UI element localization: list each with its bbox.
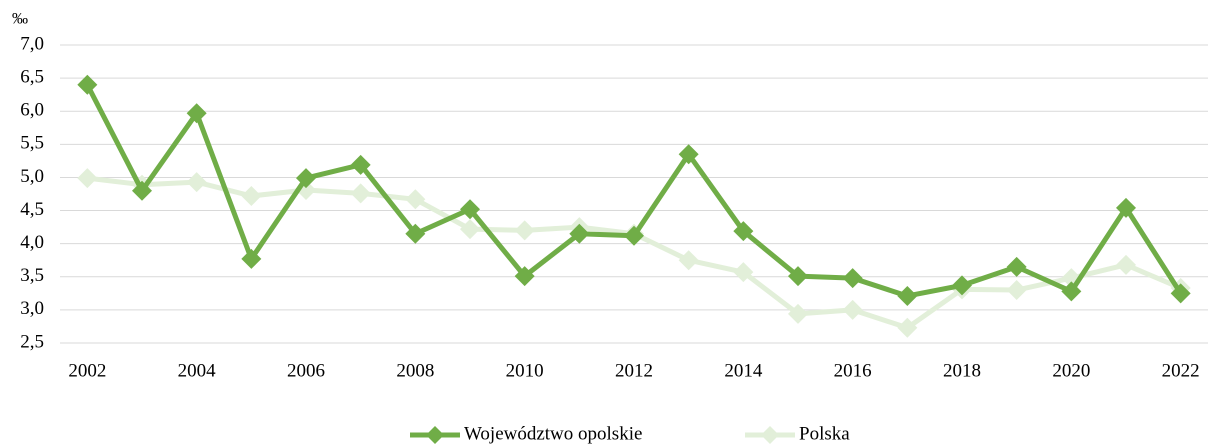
x-tick-label: 2006: [287, 360, 325, 381]
marker: [1116, 254, 1136, 275]
marker: [460, 219, 480, 240]
x-tick-label: 2014: [724, 360, 763, 381]
x-tick-label: 2022: [1162, 360, 1200, 381]
y-unit: ‰: [12, 11, 28, 28]
marker: [186, 103, 207, 124]
legend-marker: [426, 426, 444, 444]
marker: [1116, 197, 1136, 218]
marker: [241, 185, 262, 206]
legend-marker: [761, 426, 779, 444]
marker: [460, 199, 480, 220]
x-tick-label: 2002: [68, 360, 106, 381]
marker: [186, 172, 207, 193]
y-tick-label: 3,5: [20, 265, 44, 286]
marker: [350, 154, 371, 175]
marker: [1006, 280, 1027, 301]
marker: [77, 74, 98, 95]
marker: [788, 303, 808, 324]
x-tick-label: 2018: [943, 360, 981, 381]
marker: [788, 266, 808, 287]
marker: [569, 223, 590, 244]
y-tick-label: 4,0: [20, 232, 44, 253]
legend-label: Polska: [799, 423, 850, 444]
marker: [842, 268, 863, 289]
marker: [405, 189, 426, 210]
legend-label: Województwo opolskie: [464, 423, 642, 444]
marker: [514, 220, 535, 241]
y-tick-label: 3,0: [20, 298, 44, 319]
marker: [897, 285, 918, 306]
x-tick-label: 2020: [1052, 360, 1090, 381]
x-tick-label: 2008: [396, 360, 434, 381]
marker: [1006, 256, 1027, 277]
x-tick-label: 2012: [615, 360, 653, 381]
y-tick-label: 5,5: [20, 133, 44, 154]
marker: [952, 275, 972, 296]
marker: [678, 250, 699, 271]
y-tick-label: 7,0: [20, 33, 44, 54]
marker: [77, 168, 98, 189]
marker: [514, 266, 535, 287]
x-tick-label: 2004: [178, 360, 217, 381]
y-tick-label: 6,0: [20, 100, 44, 121]
marker: [296, 168, 316, 189]
y-tick-label: 2,5: [20, 331, 44, 352]
marker: [350, 183, 371, 204]
marker: [1061, 281, 1082, 302]
y-tick-label: 4,5: [20, 199, 44, 220]
marker: [733, 221, 754, 242]
marker: [733, 262, 754, 283]
marker: [132, 180, 152, 201]
y-tick-label: 6,5: [20, 66, 44, 87]
marker: [842, 299, 863, 320]
x-tick-label: 2010: [506, 360, 544, 381]
marker: [624, 225, 644, 246]
marker: [1170, 283, 1191, 304]
marker: [678, 144, 699, 165]
x-tick-label: 2016: [834, 360, 872, 381]
marker: [405, 223, 426, 244]
marker: [897, 317, 918, 338]
marker: [241, 248, 262, 269]
y-tick-label: 5,0: [20, 166, 44, 187]
